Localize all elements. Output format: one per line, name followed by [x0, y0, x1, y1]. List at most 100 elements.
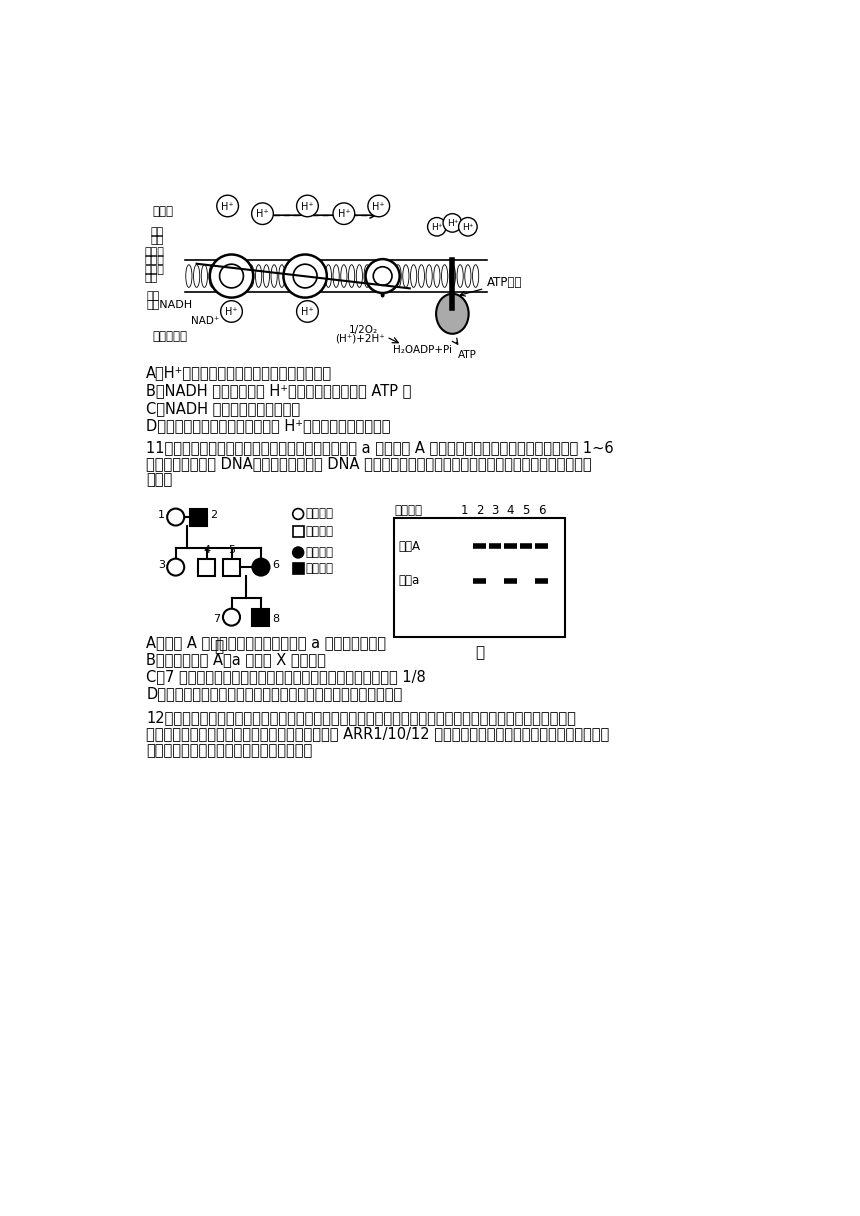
Ellipse shape [255, 265, 261, 287]
Ellipse shape [341, 265, 347, 287]
Ellipse shape [372, 265, 378, 287]
Text: 号个体中分别提取 DNA，经酶切、电泳和 DNA 探针杂交得到的基因检测结果如图乙所示。下列有关分析错: 号个体中分别提取 DNA，经酶切、电泳和 DNA 探针杂交得到的基因检测结果如图… [146, 456, 592, 472]
Circle shape [217, 196, 238, 216]
Ellipse shape [364, 265, 370, 287]
Text: C．NADH 全部来自于糖酵解过程: C．NADH 全部来自于糖酵解过程 [146, 401, 300, 416]
Circle shape [223, 609, 240, 625]
Ellipse shape [310, 265, 316, 287]
Text: H⁺: H⁺ [221, 202, 234, 212]
Circle shape [219, 264, 243, 288]
Ellipse shape [433, 265, 440, 287]
Text: H⁺: H⁺ [372, 202, 385, 212]
Text: ATP: ATP [458, 350, 476, 360]
Ellipse shape [356, 265, 362, 287]
Ellipse shape [209, 265, 215, 287]
Text: B．NADH 中的能量通过 H⁺的电化学势能转移到 ATP 中: B．NADH 中的能量通过 H⁺的电化学势能转移到 ATP 中 [146, 383, 412, 398]
Text: 男性患者: 男性患者 [306, 562, 334, 575]
Circle shape [292, 508, 304, 519]
Bar [394, 518, 565, 637]
Text: B．据图可推测 A、a 只位于 X 染色体上: B．据图可推测 A、a 只位于 X 染色体上 [146, 652, 326, 666]
Text: H⁺: H⁺ [431, 223, 443, 232]
Ellipse shape [379, 265, 386, 287]
Text: 7: 7 [213, 614, 221, 625]
Text: 3: 3 [491, 503, 499, 517]
Circle shape [284, 254, 327, 298]
Text: C．7 号个体与一个正常男性结婚，生出一个患病男孩的概率为 1/8: C．7 号个体与一个正常男性结婚，生出一个患病男孩的概率为 1/8 [146, 669, 426, 683]
Circle shape [293, 264, 317, 288]
Text: 6: 6 [272, 559, 279, 570]
Ellipse shape [194, 265, 200, 287]
Ellipse shape [201, 265, 207, 287]
Ellipse shape [348, 265, 354, 287]
Circle shape [221, 300, 243, 322]
Text: H₂OADP+Pi: H₂OADP+Pi [393, 344, 452, 355]
Text: 女性正常: 女性正常 [306, 507, 334, 520]
Circle shape [167, 558, 184, 575]
Ellipse shape [426, 265, 433, 287]
Text: 乙: 乙 [475, 644, 484, 660]
Text: 4: 4 [203, 545, 210, 554]
Text: 1/2O₂: 1/2O₂ [348, 325, 378, 334]
Text: 1: 1 [158, 510, 165, 519]
Bar [253, 609, 269, 625]
Text: A．H⁺通过线粒体内膜进出膜间隙的方式相同: A．H⁺通过线粒体内膜进出膜间隙的方式相同 [146, 365, 332, 381]
Text: NAD⁺: NAD⁺ [191, 316, 219, 326]
Ellipse shape [449, 265, 456, 287]
Ellipse shape [418, 265, 425, 287]
Ellipse shape [464, 265, 471, 287]
Text: 内膜: 内膜 [144, 272, 158, 282]
Text: 蛋白质: 蛋白质 [144, 247, 164, 257]
Circle shape [373, 266, 392, 286]
Text: 线粒体基质: 线粒体基质 [152, 331, 187, 343]
Circle shape [252, 203, 273, 225]
Text: D．通过基因检测在一定程度上能够有效地预防该病的产生和发展: D．通过基因检测在一定程度上能够有效地预防该病的产生和发展 [146, 686, 402, 700]
Text: H⁺: H⁺ [256, 209, 269, 219]
Circle shape [297, 196, 318, 216]
Text: 载体: 载体 [150, 235, 163, 244]
Circle shape [210, 254, 253, 298]
Text: 成员编号: 成员编号 [394, 503, 422, 517]
Ellipse shape [294, 265, 300, 287]
Ellipse shape [333, 265, 339, 287]
Circle shape [297, 300, 318, 322]
Circle shape [333, 203, 354, 225]
Ellipse shape [325, 265, 331, 287]
Text: H⁺: H⁺ [301, 202, 314, 212]
Text: 基因A: 基因A [398, 540, 421, 553]
Text: 11．图甲是某种隐性遗传病家系的系谱图，致病基因 a 是由基因 A 编码序列部分缺失产生的，从该家系的 1~6: 11．图甲是某种隐性遗传病家系的系谱图，致病基因 a 是由基因 A 编码序列部分… [146, 440, 614, 455]
Text: 女性患者: 女性患者 [306, 546, 334, 559]
Text: 2: 2 [210, 510, 217, 519]
Ellipse shape [271, 265, 277, 287]
Circle shape [443, 214, 462, 232]
Ellipse shape [279, 265, 285, 287]
Ellipse shape [436, 294, 469, 334]
Text: 基因a: 基因a [398, 574, 420, 587]
Ellipse shape [317, 265, 323, 287]
Text: H⁺: H⁺ [446, 219, 458, 229]
Text: 传递NADH: 传递NADH [146, 299, 193, 309]
Text: (H⁺)+2H⁺: (H⁺)+2H⁺ [335, 334, 385, 344]
Ellipse shape [395, 265, 402, 287]
Circle shape [368, 196, 390, 216]
Circle shape [253, 558, 269, 575]
Bar [292, 527, 304, 537]
Ellipse shape [286, 265, 292, 287]
Text: 2: 2 [476, 503, 483, 517]
Bar [198, 558, 215, 575]
Ellipse shape [472, 265, 479, 287]
Ellipse shape [410, 265, 417, 287]
Text: D．电子传递链对线粒体内膜两侧 H⁺梯度的形成起抑制作用: D．电子传递链对线粒体内膜两侧 H⁺梯度的形成起抑制作用 [146, 418, 390, 433]
Ellipse shape [387, 265, 394, 287]
Text: 1: 1 [460, 503, 468, 517]
Bar [223, 558, 240, 575]
Ellipse shape [302, 265, 308, 287]
Text: 电子: 电子 [150, 227, 163, 237]
Text: 4: 4 [507, 503, 514, 517]
Text: H⁺: H⁺ [225, 308, 238, 317]
Text: 复合体: 复合体 [144, 255, 164, 265]
Ellipse shape [232, 265, 238, 287]
Text: 过诱导细胞分裂素信号通路中一个重要的响应因子 ARR1/10/12 的降解，使植物的生长受到抑制并进一步适应: 过诱导细胞分裂素信号通路中一个重要的响应因子 ARR1/10/12 的降解，使植… [146, 726, 610, 742]
Text: 5: 5 [228, 545, 235, 554]
Text: 男性正常: 男性正常 [306, 525, 334, 539]
Text: A．基因 A 编码序列部分缺失产生基因 a 属于染色体变异: A．基因 A 编码序列部分缺失产生基因 a 属于染色体变异 [146, 635, 386, 649]
